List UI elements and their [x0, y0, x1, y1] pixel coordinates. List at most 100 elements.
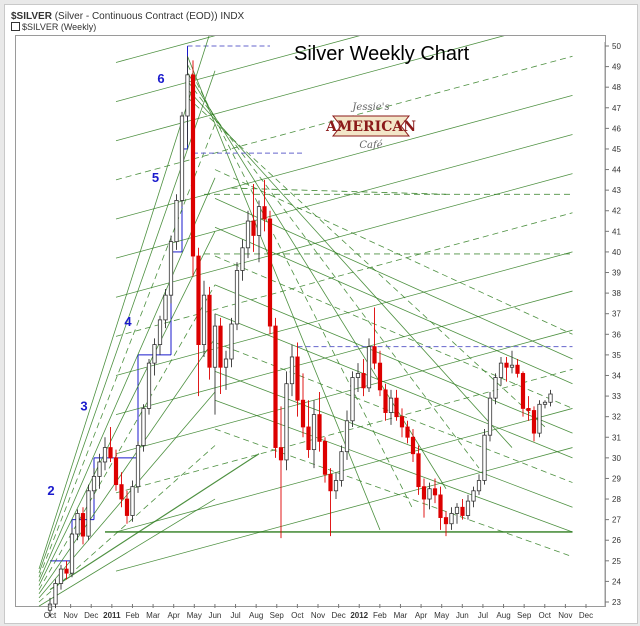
candle-up: [493, 377, 498, 399]
wave-label: 5: [152, 170, 159, 185]
candle-down: [207, 294, 212, 368]
candle-down: [113, 457, 119, 486]
candle-up: [86, 490, 91, 537]
trend-line-dashed: [214, 169, 573, 335]
trend-line: [214, 226, 573, 385]
candle-down: [273, 325, 278, 448]
x-tick-label: Jul: [478, 611, 488, 620]
trend-line: [214, 284, 573, 434]
candle-up: [102, 447, 108, 463]
x-axis: Oct Nov Dec 2011 Feb Mar Apr May Jun Jul Aug Sep Oct…: [44, 604, 593, 620]
candle-down: [460, 506, 465, 516]
candle-up: [75, 513, 80, 535]
trend-line-dashed: [214, 428, 573, 558]
candle-down: [267, 218, 273, 327]
candle-down: [531, 410, 537, 434]
candle-down: [361, 373, 366, 389]
candle-down: [383, 389, 388, 413]
trend-line: [38, 231, 216, 586]
candle-up: [201, 294, 207, 345]
chart-title: Silver Weekly Chart: [294, 43, 470, 65]
trend-line-dashed: [115, 368, 573, 494]
trend-grid-lines: [38, 36, 573, 607]
x-tick-label: Sep: [517, 611, 532, 620]
trend-line: [38, 338, 216, 594]
y-tick-label: 46: [612, 124, 621, 133]
candle-up: [97, 461, 102, 477]
legend-swatch-icon: [11, 22, 20, 31]
candle-down: [438, 494, 443, 518]
trend-line: [187, 88, 513, 448]
y-tick-label: 40: [612, 248, 621, 257]
y-tick-label: 31: [612, 433, 621, 442]
candle-down: [108, 447, 113, 459]
candle-up: [256, 206, 262, 236]
candle-up: [229, 323, 234, 360]
exchange-label: INDX: [220, 11, 245, 22]
candle-up: [465, 500, 471, 516]
candle-down: [421, 486, 427, 500]
candle-up: [339, 451, 344, 481]
y-tick-label: 24: [612, 577, 621, 586]
trend-line-dashed: [38, 445, 216, 603]
candle-up: [482, 434, 487, 481]
y-tick-label: 23: [612, 598, 621, 607]
logo-ribbon-icon: [331, 115, 411, 137]
candle-up: [146, 362, 152, 409]
candle-up: [333, 480, 339, 492]
candle-up: [185, 74, 190, 117]
candle-up: [130, 486, 135, 516]
x-tick-label: Mar: [146, 611, 160, 620]
y-tick-label: 41: [612, 227, 621, 236]
candle-up: [157, 319, 163, 345]
wave-label: 6: [157, 71, 164, 86]
x-tick-label: Nov: [63, 611, 77, 620]
wave-labels: 2 3 4 5 6: [47, 71, 164, 498]
candle-down: [328, 473, 333, 492]
candle-down: [317, 414, 322, 442]
candle-up: [355, 373, 361, 378]
x-tick-label: 2011: [103, 611, 121, 620]
logo-line1: Jessie's: [350, 102, 389, 113]
symbol-description: (Silver - Continuous Contract (EOD)): [54, 11, 218, 22]
plot-area: 23 24 25 26 27 28 29 30 31 32 33 34 35 36 37 38 39 40 41 42…: [15, 35, 621, 620]
y-tick-label: 25: [612, 557, 621, 566]
candle-down: [515, 364, 520, 374]
x-tick-label: Apr: [415, 611, 428, 620]
y-tick-label: 37: [612, 310, 621, 319]
candle-up: [487, 397, 493, 436]
y-tick-label: 42: [612, 207, 621, 216]
candle-up: [471, 490, 476, 502]
trend-line-dashed: [38, 284, 216, 590]
candle-down: [504, 362, 509, 368]
candle-down: [443, 517, 449, 525]
trend-line-dashed: [187, 64, 414, 510]
trend-line-dashed: [115, 55, 573, 181]
candle-down: [394, 397, 399, 418]
candle-up: [240, 247, 245, 271]
candle-up: [542, 401, 548, 405]
candle-down: [520, 373, 526, 409]
trend-line-dashed: [231, 187, 447, 195]
trend-line: [214, 399, 573, 533]
y-tick-label: 36: [612, 330, 621, 339]
candle-up: [509, 364, 515, 368]
candle-up: [223, 358, 229, 368]
trend-line: [115, 173, 573, 298]
x-tick-label: Dec: [579, 611, 593, 620]
x-tick-label: Aug: [249, 611, 263, 620]
trend-line: [115, 447, 573, 572]
candle-up: [427, 488, 432, 500]
candle-down: [64, 568, 69, 574]
candle-up: [344, 420, 350, 453]
logo-line3: Café: [359, 140, 382, 151]
y-tick-label: 26: [612, 536, 621, 545]
trend-line: [115, 134, 573, 259]
trend-line-dashed: [187, 80, 480, 469]
candle-up: [152, 344, 157, 364]
y-tick-label: 45: [612, 145, 621, 154]
candle-up: [350, 377, 355, 422]
wave-label: 2: [47, 483, 54, 498]
candle-up: [311, 414, 317, 451]
x-tick-label: Apr: [167, 611, 180, 620]
